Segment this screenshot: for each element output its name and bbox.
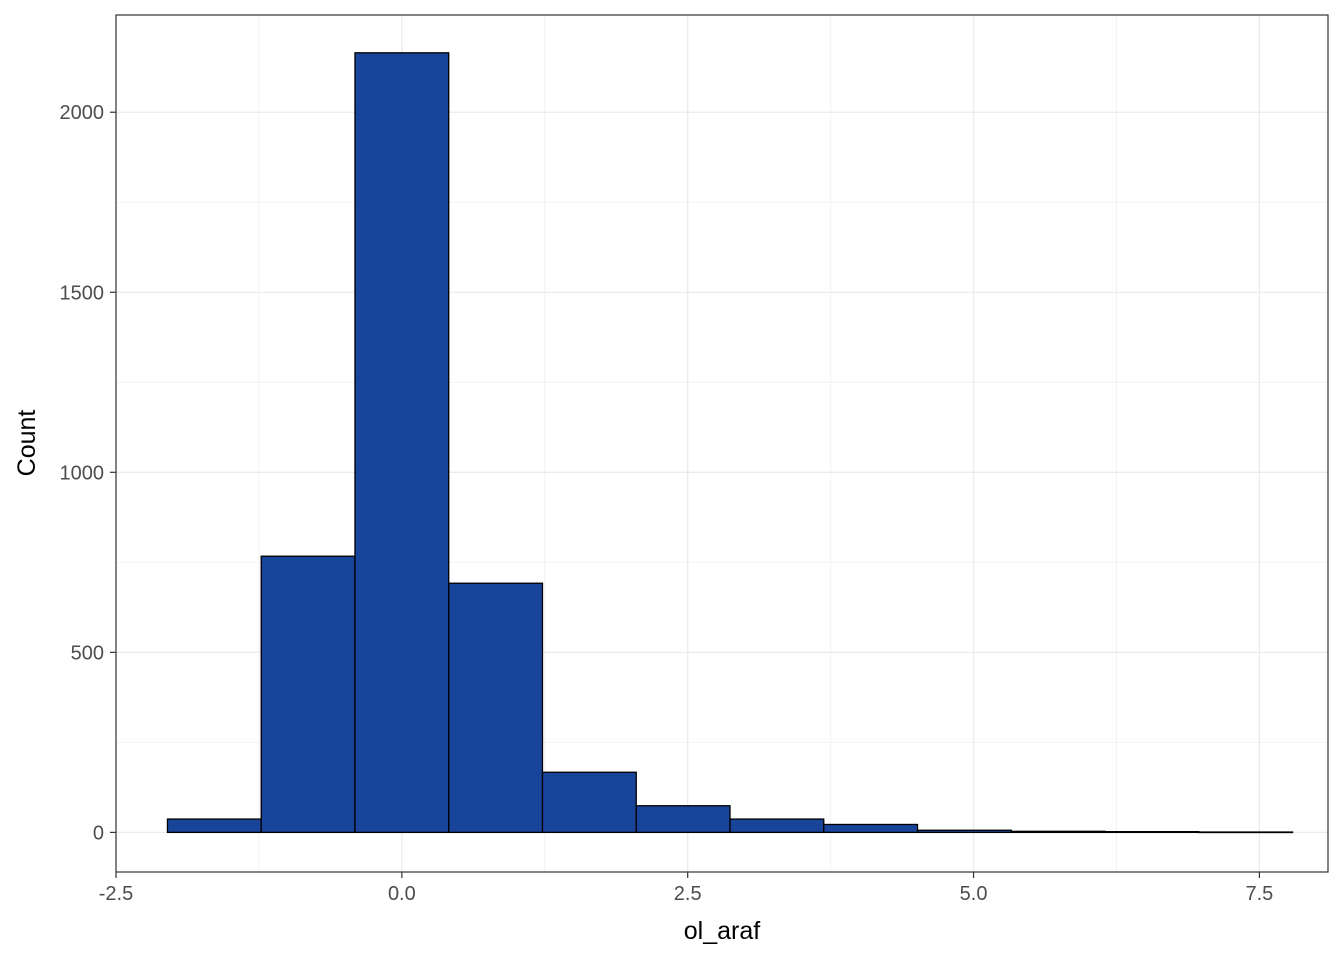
histogram-bar (635, 805, 731, 834)
x-axis-title: ol_araf (684, 917, 760, 945)
x-axis: -2.5 0.0 2.5 5.0 7.5 (99, 872, 1273, 905)
histogram-bar (260, 555, 356, 834)
y-tick-label: 1000 (60, 462, 105, 484)
histogram-bar (354, 52, 450, 834)
histogram-bar (916, 829, 1012, 834)
y-axis: 0 500 1000 1500 2000 (60, 102, 116, 844)
histogram-bars (166, 52, 1294, 834)
histogram-bar (448, 582, 544, 834)
y-tick-label: 500 (71, 642, 104, 664)
histogram-bar (823, 823, 919, 834)
histogram-bar (166, 818, 262, 834)
y-axis-title: Count (13, 410, 41, 477)
plot-panel-border (115, 14, 1329, 873)
histogram-bar (1198, 831, 1294, 834)
x-tick-label: 0.0 (388, 883, 416, 905)
x-tick-label: -2.5 (99, 883, 133, 905)
histogram-bar (1010, 830, 1106, 834)
y-tick-label: 1500 (60, 282, 105, 304)
histogram-bar (1104, 831, 1200, 834)
y-tick-label: 0 (93, 822, 104, 844)
x-tick-label: 7.5 (1245, 883, 1273, 905)
x-tick-label: 2.5 (674, 883, 702, 905)
histogram-bar (541, 771, 637, 834)
y-tick-label: 2000 (60, 102, 105, 124)
x-tick-label: 5.0 (960, 883, 988, 905)
histogram-bar (729, 818, 825, 834)
